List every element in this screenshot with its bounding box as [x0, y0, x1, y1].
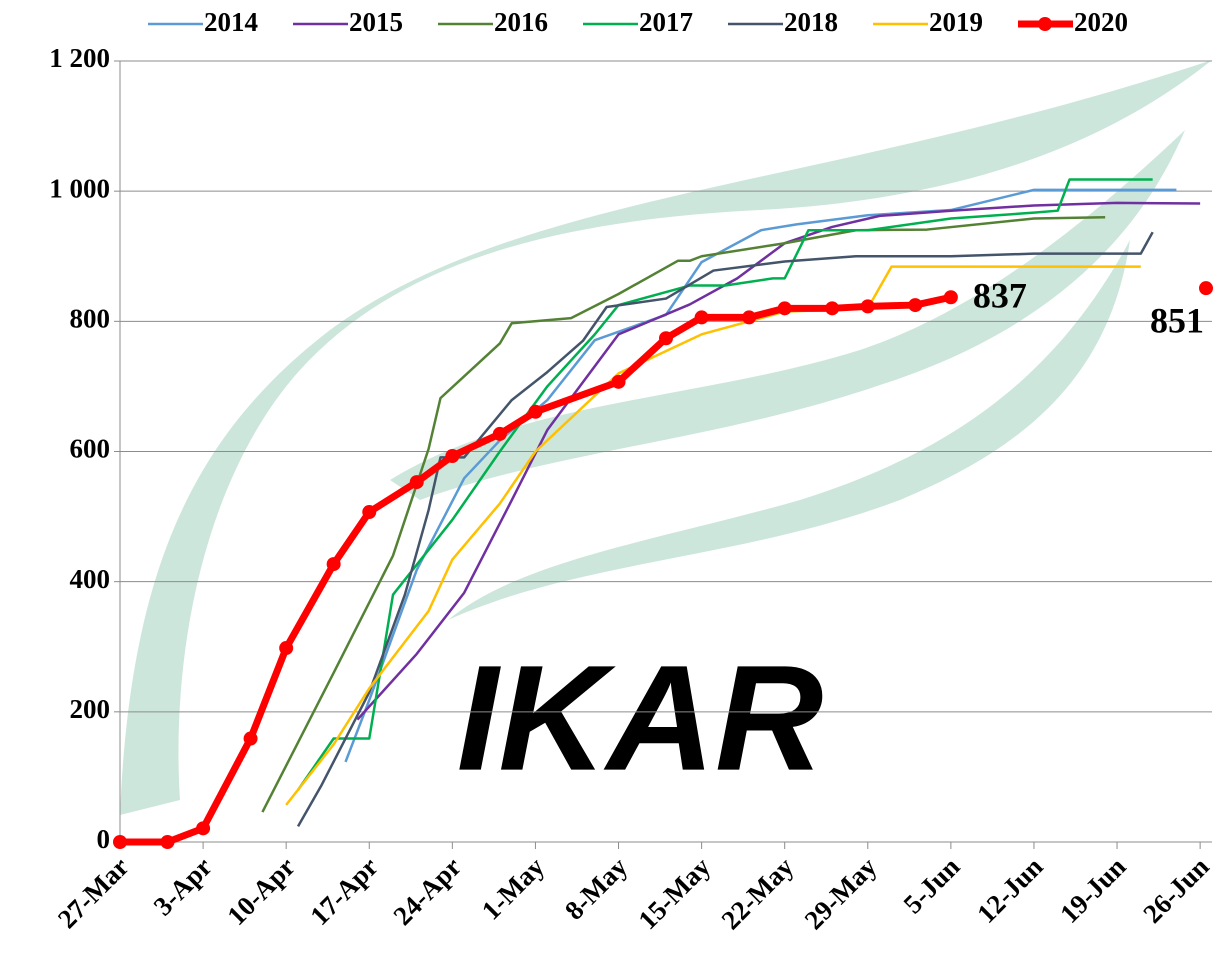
- x-tick-label: 15-May: [632, 851, 716, 935]
- watermark: IKAR: [120, 60, 1212, 815]
- y-tick-label: 400: [70, 564, 111, 594]
- point: [279, 641, 293, 655]
- x-tick-label: 3-Apr: [148, 851, 218, 921]
- watermark-text: IKAR: [457, 634, 824, 802]
- y-tick-label: 1 000: [49, 173, 110, 203]
- x-tick-label: 29-May: [799, 851, 883, 935]
- legend-label: 2018: [784, 7, 838, 37]
- legend-label: 2016: [494, 7, 548, 37]
- x-tick-label: 10-Apr: [221, 851, 301, 931]
- point: [778, 301, 792, 315]
- point: [244, 732, 258, 746]
- x-tick-label: 1-May: [476, 851, 551, 926]
- y-tick-label: 800: [70, 304, 111, 334]
- point: [825, 301, 839, 315]
- x-tick-label: 8-May: [559, 851, 634, 926]
- x-tick-label: 5-Jun: [898, 851, 966, 919]
- chart: IKAR 02004006008001 0001 20027-Mar3-Apr1…: [0, 0, 1223, 979]
- point: [742, 310, 756, 324]
- legend-marker: [1038, 17, 1052, 31]
- point: [944, 290, 958, 304]
- x-tick-label: 27-Mar: [52, 851, 135, 934]
- point: [861, 299, 875, 313]
- point: [695, 310, 709, 324]
- legend-label: 2014: [204, 7, 258, 37]
- forecast-label: 851: [1150, 300, 1204, 340]
- y-tick-label: 0: [97, 824, 111, 854]
- data-label: 837: [973, 276, 1027, 316]
- forecast-point: [1199, 281, 1213, 295]
- point: [528, 405, 542, 419]
- y-tick-label: 200: [70, 694, 111, 724]
- point: [659, 331, 673, 345]
- x-tick-label: 19-Jun: [1054, 851, 1131, 928]
- x-tick-label: 17-Apr: [304, 851, 384, 931]
- legend-label: 2015: [349, 7, 403, 37]
- point: [196, 821, 210, 835]
- point: [410, 475, 424, 489]
- point: [160, 835, 174, 849]
- x-tick-label: 12-Jun: [971, 851, 1048, 928]
- x-tick-label: 22-May: [716, 851, 800, 935]
- point: [327, 557, 341, 571]
- y-tick-label: 600: [70, 434, 111, 464]
- y-tick-label: 1 200: [49, 43, 110, 73]
- point: [362, 505, 376, 519]
- point: [445, 449, 459, 463]
- point: [493, 427, 507, 441]
- x-tick-label: 24-Apr: [387, 851, 467, 931]
- point: [113, 835, 127, 849]
- point: [612, 375, 626, 389]
- legend-label: 2020: [1074, 7, 1128, 37]
- point: [908, 298, 922, 312]
- legend-label: 2017: [639, 7, 693, 37]
- x-tick-label: 26-Jun: [1137, 851, 1214, 928]
- legend-label: 2019: [929, 7, 983, 37]
